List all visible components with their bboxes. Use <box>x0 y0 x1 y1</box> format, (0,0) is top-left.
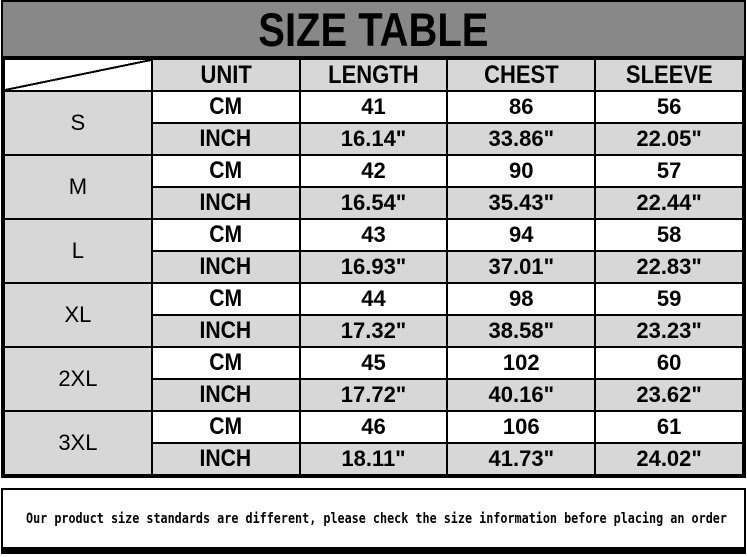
unit-cell: CM <box>150 410 301 444</box>
row-xl-inch: INCH 17.32" 38.58" 23.23" <box>4 314 744 348</box>
unit-cell: CM <box>150 90 301 124</box>
value-cell: 22.44" <box>594 186 744 220</box>
size-label-m: M <box>3 154 153 220</box>
unit-cell: CM <box>150 282 301 316</box>
value-cell: 24.02" <box>594 442 744 476</box>
unit-cell: INCH <box>150 186 301 220</box>
unit-cell: INCH <box>150 250 301 284</box>
value-cell: 94 <box>446 218 597 252</box>
value-cell: 22.83" <box>594 250 744 284</box>
value-cell: 90 <box>446 154 597 188</box>
value-cell: 61 <box>594 410 744 444</box>
row-3xl-inch: INCH 18.11" 41.73" 24.02" <box>4 442 744 476</box>
size-table: UNIT LENGTH CHEST SLEEVE S CM 41 86 56 I… <box>3 58 744 476</box>
value-cell: 16.93" <box>298 250 449 284</box>
value-cell: 106 <box>446 410 597 444</box>
size-label-3xl: 3XL <box>3 410 153 476</box>
unit-cell: INCH <box>150 122 301 156</box>
unit-cell: INCH <box>150 442 301 476</box>
value-cell: 42 <box>298 154 449 188</box>
row-m-cm: M CM 42 90 57 <box>3 154 744 220</box>
value-cell: 98 <box>446 282 597 316</box>
row-s-inch: INCH 16.14" 33.86" 22.05" <box>4 122 744 156</box>
row-s-cm: S CM 41 86 56 <box>3 90 744 156</box>
value-cell: 22.05" <box>594 122 744 156</box>
value-cell: 37.01" <box>446 250 597 284</box>
footer-note-bar: Our product size standards are different… <box>1 488 746 554</box>
value-cell: 16.54" <box>298 186 449 220</box>
row-3xl-cm: 3XL CM 46 106 61 <box>3 410 744 476</box>
value-cell: 16.14" <box>298 122 449 156</box>
value-cell: 58 <box>594 218 744 252</box>
title-bar: SIZE TABLE <box>3 2 744 58</box>
value-cell: 35.43" <box>446 186 597 220</box>
value-cell: 102 <box>446 346 597 380</box>
unit-cell: INCH <box>150 314 301 348</box>
value-cell: 23.62" <box>594 378 744 412</box>
header-row: UNIT LENGTH CHEST SLEEVE <box>3 58 744 92</box>
row-xl-cm: XL CM 44 98 59 <box>3 282 744 348</box>
row-2xl-cm: 2XL CM 45 102 60 <box>3 346 744 412</box>
page-title: SIZE TABLE <box>258 2 489 56</box>
value-cell: 23.23" <box>594 314 744 348</box>
value-cell: 41.73" <box>446 442 597 476</box>
value-cell: 46 <box>298 410 449 444</box>
value-cell: 41 <box>298 90 449 124</box>
row-m-inch: INCH 16.54" 35.43" 22.44" <box>4 186 744 220</box>
value-cell: 59 <box>594 282 744 316</box>
value-cell: 57 <box>594 154 744 188</box>
header-cell-chest: CHEST <box>446 58 597 92</box>
header-cell-length: LENGTH <box>298 58 449 92</box>
value-cell: 40.16" <box>446 378 597 412</box>
size-label-xl: XL <box>3 282 153 348</box>
value-cell: 43 <box>298 218 449 252</box>
unit-cell: CM <box>150 346 301 380</box>
size-label-2xl: 2XL <box>3 346 153 412</box>
value-cell: 44 <box>298 282 449 316</box>
footer-note: Our product size standards are different… <box>26 510 727 527</box>
value-cell: 56 <box>594 90 744 124</box>
value-cell: 45 <box>298 346 449 380</box>
diagonal-blank-cell <box>3 58 153 92</box>
row-l-cm: L CM 43 94 58 <box>3 218 744 284</box>
value-cell: 18.11" <box>298 442 449 476</box>
value-cell: 38.58" <box>446 314 597 348</box>
header-cell-sleeve: SLEEVE <box>594 58 744 92</box>
value-cell: 33.86" <box>446 122 597 156</box>
size-label-s: S <box>3 90 153 156</box>
value-cell: 60 <box>594 346 744 380</box>
value-cell: 17.72" <box>298 378 449 412</box>
row-l-inch: INCH 16.93" 37.01" 22.83" <box>4 250 744 284</box>
size-label-l: L <box>3 218 153 284</box>
unit-cell: CM <box>150 154 301 188</box>
value-cell: 86 <box>446 90 597 124</box>
unit-cell: INCH <box>150 378 301 412</box>
header-cell-unit: UNIT <box>150 58 301 92</box>
row-2xl-inch: INCH 17.72" 40.16" 23.62" <box>4 378 744 412</box>
size-table-sheet: SIZE TABLE UNIT LENGTH CHEST SLEEVE S CM… <box>1 0 746 478</box>
value-cell: 17.32" <box>298 314 449 348</box>
unit-cell: CM <box>150 218 301 252</box>
